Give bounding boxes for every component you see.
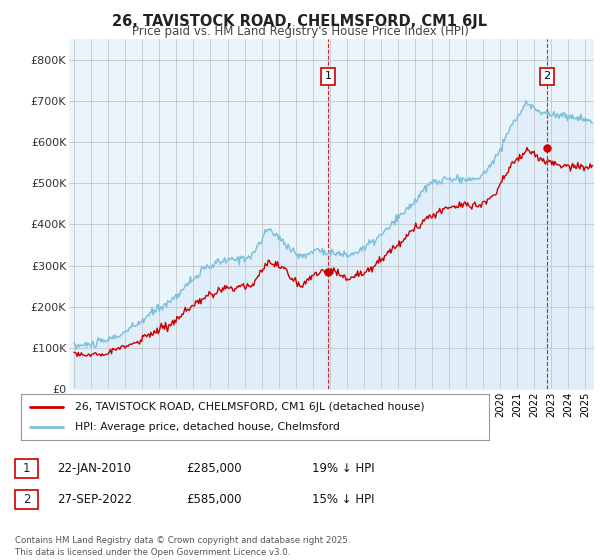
Text: £285,000: £285,000 xyxy=(186,462,242,475)
Text: Contains HM Land Registry data © Crown copyright and database right 2025.
This d: Contains HM Land Registry data © Crown c… xyxy=(15,536,350,557)
Text: Price paid vs. HM Land Registry's House Price Index (HPI): Price paid vs. HM Land Registry's House … xyxy=(131,25,469,38)
Text: 19% ↓ HPI: 19% ↓ HPI xyxy=(312,462,374,475)
Text: 27-SEP-2022: 27-SEP-2022 xyxy=(57,493,132,506)
Text: 1: 1 xyxy=(325,71,332,81)
Text: 1: 1 xyxy=(23,462,30,475)
Text: 26, TAVISTOCK ROAD, CHELMSFORD, CM1 6JL: 26, TAVISTOCK ROAD, CHELMSFORD, CM1 6JL xyxy=(112,14,488,29)
Text: 15% ↓ HPI: 15% ↓ HPI xyxy=(312,493,374,506)
Text: 22-JAN-2010: 22-JAN-2010 xyxy=(57,462,131,475)
Text: HPI: Average price, detached house, Chelmsford: HPI: Average price, detached house, Chel… xyxy=(75,422,340,432)
Text: 2: 2 xyxy=(543,71,550,81)
Text: £585,000: £585,000 xyxy=(186,493,241,506)
Text: 2: 2 xyxy=(23,493,30,506)
Text: 26, TAVISTOCK ROAD, CHELMSFORD, CM1 6JL (detached house): 26, TAVISTOCK ROAD, CHELMSFORD, CM1 6JL … xyxy=(75,402,424,412)
